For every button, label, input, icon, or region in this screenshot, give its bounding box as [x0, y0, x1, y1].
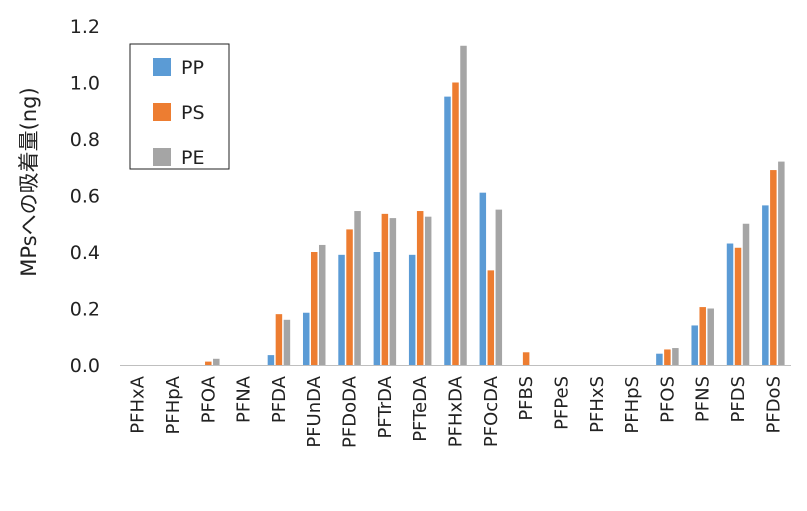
bar-pe-pfdos	[778, 161, 785, 365]
y-tick-label: 0.8	[70, 129, 100, 151]
x-category-label: PFHxS	[587, 376, 608, 433]
x-category-label: PFOS	[657, 376, 678, 423]
bar-pe-pfoa	[213, 358, 220, 365]
x-category-label: PFDS	[728, 376, 749, 423]
x-category-label: PFHxDA	[446, 375, 467, 447]
bar-pp-pfteda	[408, 254, 416, 365]
x-category-label: PFNA	[234, 375, 255, 423]
bar-pe-pfds	[742, 223, 750, 365]
legend-label-ps: PS	[181, 102, 205, 124]
x-category-label: PFUnDA	[304, 375, 325, 447]
bar-ps-pfda	[275, 314, 283, 365]
x-category-label: PFDoS	[763, 376, 784, 434]
bar-pp-pfunda	[302, 312, 310, 365]
bar-ps-pfteda	[416, 211, 424, 365]
legend-label-pe: PE	[181, 147, 204, 169]
bar-pe-pfteda	[424, 216, 432, 365]
y-tick-label: 0.0	[70, 355, 100, 377]
bar-pe-pfos	[672, 348, 679, 365]
x-category-label: PFDA	[269, 375, 290, 423]
x-category-label: PFOcDA	[481, 375, 502, 447]
legend: PP PS PE	[129, 43, 230, 170]
bar-ps-pfoa	[205, 361, 212, 365]
x-category-label: PFTrDA	[375, 375, 396, 438]
bar-pe-pfns	[707, 308, 714, 365]
x-category-label: PFHxA	[128, 375, 149, 433]
bar-pp-pfds	[726, 243, 734, 365]
x-category-label: PFPeS	[551, 376, 572, 430]
y-tick-label: 0.6	[70, 186, 100, 208]
legend-swatch-ps	[153, 103, 171, 121]
legend-swatch-pp	[153, 58, 171, 76]
bar-pp-pfos	[656, 353, 663, 365]
bar-ps-pfbs	[522, 352, 530, 365]
legend-swatch-pe	[153, 148, 171, 166]
bar-pp-pfdos	[762, 205, 769, 365]
x-category-label: PFBS	[516, 376, 537, 421]
bar-ps-pfunda	[310, 252, 318, 365]
bar-pp-pfdoda	[338, 254, 345, 365]
bar-pe-pfocda	[495, 209, 503, 365]
bar-pe-pfunda	[318, 244, 326, 365]
legend-label-pp: PP	[181, 57, 204, 79]
bar-pp-pfda	[267, 355, 275, 365]
bar-pp-pfhxda	[444, 96, 451, 365]
bar-ps-pfds	[734, 247, 742, 365]
bar-ps-pftrda	[381, 213, 389, 365]
y-tick-label: 0.2	[70, 299, 100, 321]
y-tick-label: 1.2	[70, 16, 100, 38]
x-category-label: PFHpS	[622, 376, 643, 434]
bar-ps-pfns	[699, 307, 706, 365]
bar-pp-pfns	[691, 325, 698, 365]
y-axis-label: MPsへの吸着量(ng)	[17, 87, 41, 276]
bar-pp-pftrda	[373, 252, 381, 365]
x-category-label: PFHpA	[163, 375, 184, 434]
bar-pp-pfocda	[479, 192, 487, 365]
bar-ps-pfos	[664, 349, 671, 365]
bar-pe-pfhxda	[460, 45, 467, 366]
y-tick-label: 0.4	[70, 242, 100, 264]
bars	[205, 45, 785, 366]
bar-pe-pfdoda	[354, 211, 361, 365]
x-category-label: PFOA	[198, 375, 219, 423]
legend-box	[129, 43, 230, 170]
x-category-label: PFTeDA	[410, 375, 431, 441]
y-tick-label: 1.0	[70, 73, 100, 95]
bar-ps-pfhxda	[452, 82, 459, 365]
x-category-label: PFNS	[693, 376, 714, 422]
bar-ps-pfdos	[770, 170, 777, 365]
x-category-label: PFDoDA	[340, 375, 361, 448]
y-axis-ticks: 0.0 0.2 0.4 0.6 0.8 1.0 1.2	[70, 16, 100, 377]
bar-pe-pftrda	[389, 218, 397, 365]
bar-ps-pfocda	[487, 270, 495, 365]
bar-ps-pfdoda	[346, 229, 353, 365]
bar-pe-pfda	[283, 319, 291, 365]
x-axis-categories: PFHxA PFHpA PFOA PFNA PFDA PFUnDA PFDoDA PFTrDA…	[128, 375, 785, 448]
